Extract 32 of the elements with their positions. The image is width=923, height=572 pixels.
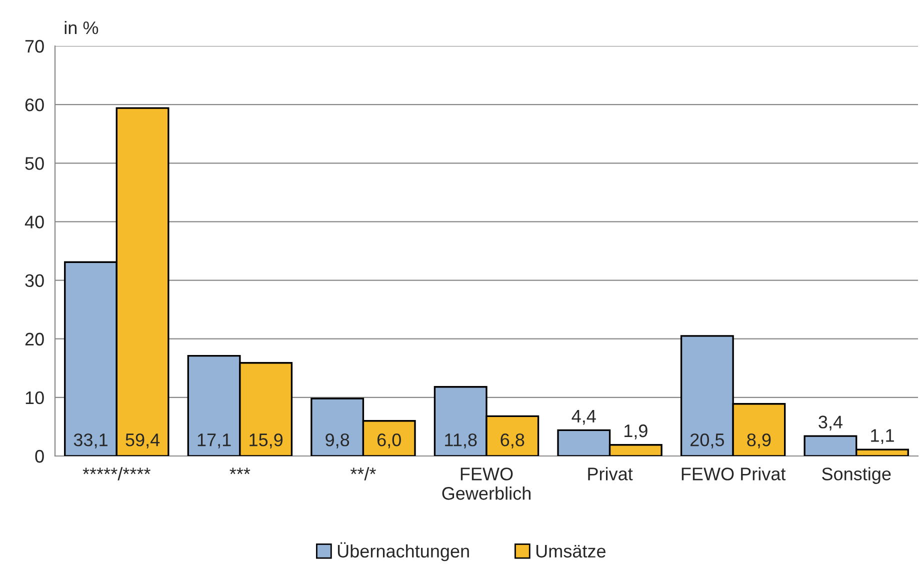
data-label: 6,0: [377, 433, 401, 448]
y-axis-title: in %: [64, 20, 98, 34]
x-tick-label: *****/****: [82, 467, 150, 480]
data-label: 1,1: [871, 429, 894, 444]
y-tick-label: 60: [25, 98, 44, 112]
x-tick-label: Privat: [588, 467, 633, 480]
data-label: 1,9: [624, 424, 648, 440]
x-tick-label: FEWO Privat: [682, 467, 786, 480]
data-label: 9,8: [326, 433, 350, 448]
y-tick-label: 50: [25, 157, 44, 170]
y-tick-label: 30: [25, 274, 44, 288]
x-tick-label: ***: [230, 468, 250, 474]
data-label: 59,4: [126, 433, 160, 448]
x-tick-label: **/*: [350, 467, 376, 480]
y-tick-label: 20: [25, 332, 44, 346]
y-tick-label: 70: [25, 40, 44, 53]
data-label: 15,9: [250, 433, 283, 448]
data-label: 20,5: [690, 433, 724, 448]
data-label: 17,1: [198, 434, 231, 448]
data-label: 8,9: [747, 433, 771, 448]
data-label: 6,8: [500, 433, 524, 448]
x-tick-label: Sonstige: [822, 467, 891, 484]
x-tick-label: FEWO Gewerblich: [442, 468, 530, 500]
data-label: 3,4: [818, 416, 842, 431]
y-tick-label: 0: [35, 450, 44, 463]
data-label: 11,8: [445, 433, 477, 448]
data-label: 4,4: [572, 410, 596, 425]
legend-label: Übernachtungen: [338, 542, 469, 562]
y-tick-label: 10: [26, 391, 44, 404]
legend-label: Umsätze: [536, 545, 606, 558]
y-tick-label: 40: [24, 216, 44, 228]
data-label: 33,1: [74, 433, 108, 448]
